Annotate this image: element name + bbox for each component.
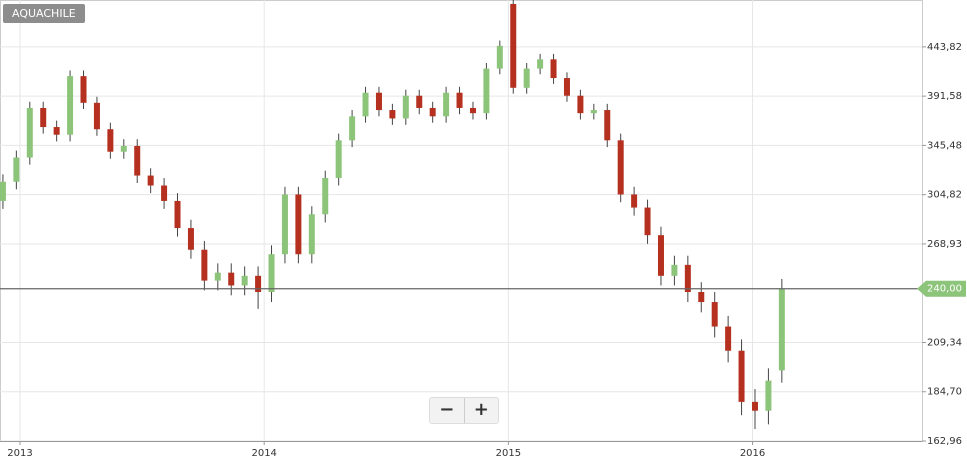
zoom-controls: − + [429,397,499,424]
candle-body [657,235,664,276]
candle-body [161,185,168,201]
candle-body [349,116,356,141]
candle-body [590,110,597,114]
candle-body [107,129,114,152]
candle-body [389,110,396,119]
last-price-tag [917,280,966,297]
candle-body [537,59,544,69]
candle-body [0,181,6,201]
zoom-in-button[interactable]: + [473,399,489,420]
candle-body [778,288,785,371]
candle-body [416,95,423,108]
candle-body [483,68,490,114]
candle-body [255,275,262,293]
candle-body [563,78,570,96]
candle-body [644,207,651,236]
candle-body [362,92,369,117]
candle-body [13,157,20,182]
candle-body [711,302,718,327]
candle-body [617,140,624,195]
candle-body [429,107,436,117]
symbol-badge: AQUACHILE [3,4,85,23]
x-tick-label: 2013 [7,448,32,459]
candle-body [335,140,342,179]
zoom-out-button[interactable]: − [430,398,465,423]
y-tick-label: 391,58 [927,91,962,102]
candle-body [631,194,638,208]
candle-body [322,178,329,215]
y-tick-label: 268,93 [927,239,962,250]
x-tick-label: 2016 [740,448,765,459]
candle-body [40,107,47,128]
x-tick-label: 2015 [496,448,521,459]
candle-body [671,264,678,276]
candle-body [751,401,758,411]
candle-body [174,200,181,229]
candle-body [604,110,611,141]
x-tick-label: 2014 [251,448,276,459]
candle-body [67,76,74,135]
candle-body [281,194,288,255]
y-tick-label: 209,34 [927,337,962,348]
y-tick-label: 304,82 [927,190,962,201]
candle-body [725,326,732,351]
last-price-label: 240,00 [927,284,962,295]
candle-body [53,127,60,135]
candle-body [402,95,409,119]
candle-body [228,272,235,286]
candle-body [698,292,705,303]
candle-body [738,350,745,402]
candle-body [147,175,154,186]
candle-body [523,68,530,88]
candle-body [765,380,772,411]
y-tick-label: 443,82 [927,42,962,53]
candle-body [120,145,127,152]
candle-body [187,228,194,250]
candle-body [375,92,382,111]
candle-body [550,59,557,79]
candle-body [241,275,248,286]
candle-body [684,264,691,293]
candle-body [268,254,275,293]
candle-body [295,194,302,255]
y-tick-label: 345,48 [927,140,962,151]
candle-body [201,249,208,281]
candle-body [214,272,221,281]
candle-body [80,76,87,103]
y-tick-label: 162,96 [927,436,962,447]
y-tick-label: 184,70 [927,387,962,398]
candle-body [26,107,33,158]
candle-body [93,102,100,130]
candle-body [134,145,141,176]
plot-frame [0,0,923,442]
candle-body [510,3,517,88]
candle-body [469,107,476,114]
candle-body [443,92,450,117]
candle-body [496,45,503,69]
candle-body [456,92,463,108]
candle-body [308,214,315,255]
candle-body [577,95,584,114]
